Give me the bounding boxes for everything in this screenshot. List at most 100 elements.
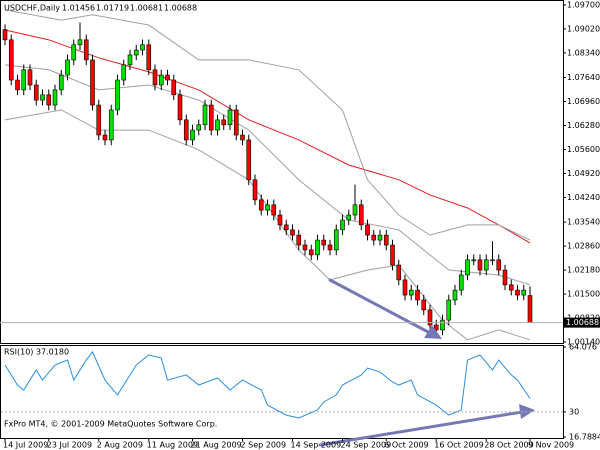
candle-body xyxy=(171,79,177,96)
candle-body xyxy=(521,289,527,296)
candle-body xyxy=(496,259,502,271)
candle-body xyxy=(127,54,133,66)
rsi-title: RSI(10) 37.0180 xyxy=(4,348,69,357)
candle-body xyxy=(371,234,377,241)
candle-body xyxy=(240,134,245,141)
y-tick-label: 30 xyxy=(569,407,579,416)
candle-body xyxy=(308,249,314,256)
candle-body xyxy=(315,239,320,256)
candle-body xyxy=(108,109,114,141)
candle-body xyxy=(165,74,170,81)
y-tick-label: 1.09020 xyxy=(567,24,600,33)
candle-body xyxy=(196,124,202,131)
candle-body xyxy=(52,89,58,106)
candle-body xyxy=(190,129,195,141)
x-tick-label: 21 Aug 2009 xyxy=(191,441,242,450)
candle-body xyxy=(446,299,452,321)
candle-body xyxy=(77,39,83,46)
header-low: 1.00681 xyxy=(130,4,163,13)
header-open: 1.01456 xyxy=(62,4,95,13)
y-tick-label: 1.07640 xyxy=(567,73,600,82)
candle-body xyxy=(296,234,302,246)
y-tick-label: 16.7884 xyxy=(569,433,600,442)
rsi-line xyxy=(4,350,531,419)
y-tick-label: 1.06280 xyxy=(567,121,600,130)
candle-body xyxy=(390,244,395,266)
y-tick-label: 64.076 xyxy=(569,343,597,352)
marks xyxy=(2,9,533,419)
candle-body xyxy=(96,104,102,136)
candle-body xyxy=(258,199,264,211)
candle-body xyxy=(252,179,258,201)
indicator-line xyxy=(4,29,531,244)
x-tick-label: 9 Nov 2009 xyxy=(528,441,574,450)
candle-body xyxy=(427,309,433,326)
candle-body xyxy=(365,224,370,236)
candle-body xyxy=(15,79,20,91)
header-high: 1.01719 xyxy=(96,4,129,13)
x-tick-label: 6 Oct 2009 xyxy=(384,441,428,450)
candle-body xyxy=(140,44,145,51)
arrow xyxy=(318,410,524,447)
candle-body xyxy=(146,44,152,71)
candle-body xyxy=(515,289,520,296)
candle-body xyxy=(421,299,427,311)
y-tick-label: 1.06960 xyxy=(567,97,600,106)
candle-body xyxy=(527,295,533,323)
y-tick-label: 1.03540 xyxy=(567,218,600,227)
indicator-line xyxy=(4,9,531,241)
candle-body xyxy=(177,94,183,121)
candle-body xyxy=(65,59,70,76)
candle-body xyxy=(302,244,308,251)
candle-body xyxy=(502,269,508,286)
arrow xyxy=(328,278,432,335)
candle-body xyxy=(33,84,39,101)
candle-body xyxy=(208,104,214,131)
candle-body xyxy=(227,109,233,126)
candle-body xyxy=(283,224,289,231)
candle-body xyxy=(40,94,45,101)
candle-body xyxy=(233,109,239,136)
candle-body xyxy=(402,279,408,296)
candle-body xyxy=(327,244,333,251)
candle-body xyxy=(321,239,327,246)
chart-title: USDCHF,Daily xyxy=(4,4,60,13)
candle-body xyxy=(221,119,227,126)
candle-body xyxy=(471,259,477,262)
candle-body xyxy=(46,94,52,106)
candle-body xyxy=(183,119,189,141)
y-tick-label: 1.09700 xyxy=(567,0,600,9)
candle-body xyxy=(27,69,33,86)
candle-body xyxy=(158,74,164,86)
arrow-head xyxy=(424,325,442,339)
candle-body xyxy=(215,119,220,131)
candle-body xyxy=(246,139,252,181)
candle-body xyxy=(121,64,127,81)
candle-body xyxy=(340,219,345,231)
candle-body xyxy=(277,214,283,226)
candle-body xyxy=(508,284,514,291)
candle-body xyxy=(202,104,208,126)
candle-body xyxy=(377,234,383,241)
candle-body xyxy=(396,264,402,281)
candle-body xyxy=(102,134,108,141)
candle-body xyxy=(271,204,277,216)
x-tick-label: 23 Jul 2009 xyxy=(47,441,92,450)
y-tick-label: 1.05600 xyxy=(567,145,600,154)
candle-body xyxy=(465,259,470,276)
candle-body xyxy=(133,49,139,56)
candle-body xyxy=(458,274,464,291)
candle-body xyxy=(477,259,483,271)
candle-body xyxy=(21,69,27,91)
candle-body xyxy=(8,39,14,81)
candle-body xyxy=(2,29,8,41)
candle-body xyxy=(440,319,445,331)
main-panel xyxy=(0,0,564,344)
candle-body xyxy=(483,259,489,271)
candle-body xyxy=(83,39,89,61)
candle-body xyxy=(58,74,64,91)
candle-body xyxy=(71,44,77,61)
candle-body xyxy=(333,229,339,251)
x-tick-label: 14 Jul 2009 xyxy=(3,441,48,450)
